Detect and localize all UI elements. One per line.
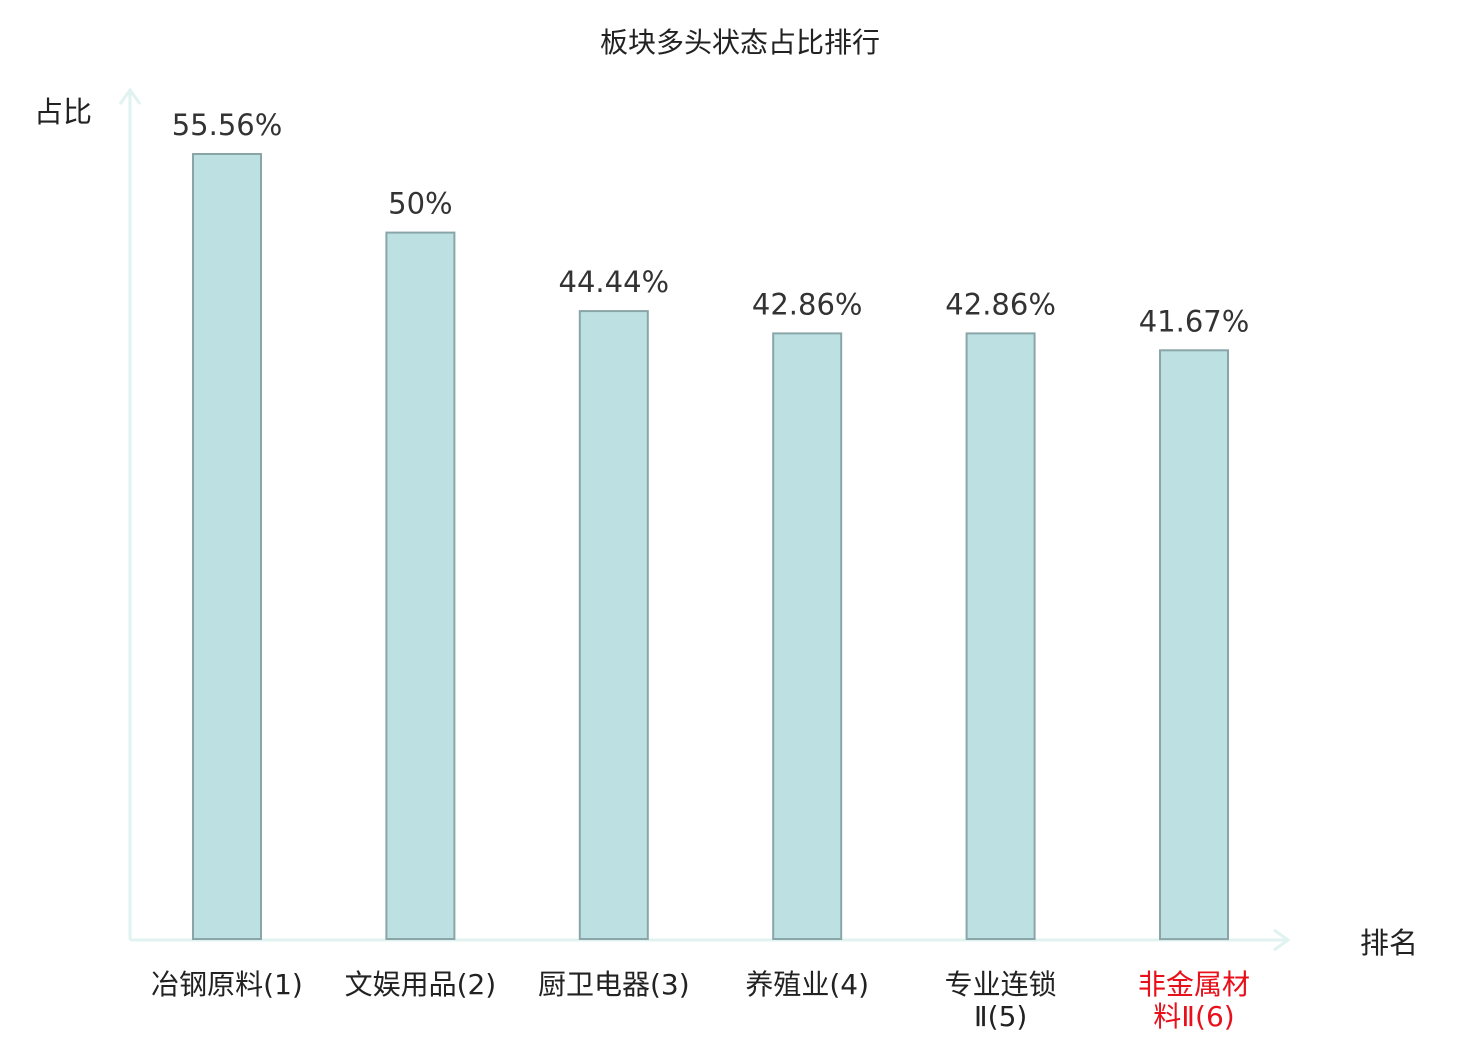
x-tick-label: Ⅱ(5) [974, 1000, 1027, 1033]
x-tick-label: 厨卫电器(3) [538, 968, 690, 1001]
x-axis-arrow [1273, 928, 1291, 952]
chart-title: 板块多头状态占比排行 [600, 26, 880, 59]
data-label: 44.44% [559, 265, 670, 299]
data-label: 42.86% [945, 287, 1056, 321]
bar [1159, 349, 1229, 941]
data-label: 50% [388, 187, 452, 221]
bar [772, 332, 843, 940]
data-label: 55.56% [172, 108, 283, 142]
x-axis-label: 排名 [1360, 926, 1418, 960]
x-tick-label: 文娱用品(2) [345, 968, 497, 1001]
bar [578, 310, 649, 941]
bar [385, 231, 456, 941]
bar [192, 153, 262, 940]
x-tick-label: 料Ⅱ(6) [1153, 1000, 1234, 1033]
bar [965, 332, 1036, 940]
x-tick-label: 专业连锁 [945, 968, 1057, 1001]
x-tick-label: 非金属材 [1138, 968, 1250, 1001]
axes [118, 87, 1291, 952]
bars-group [192, 153, 1229, 941]
y-axis-label: 占比 [34, 95, 92, 129]
y-axis-arrow [118, 87, 142, 105]
x-tick-label: 冶钢原料(1) [151, 968, 303, 1001]
value-labels-group: 55.56% 50% 44.44% 42.86% 42.86% 41.67% [172, 108, 1250, 338]
data-label: 41.67% [1139, 304, 1250, 338]
x-tick-label: 养殖业(4) [745, 968, 869, 1001]
data-label: 42.86% [752, 287, 863, 321]
